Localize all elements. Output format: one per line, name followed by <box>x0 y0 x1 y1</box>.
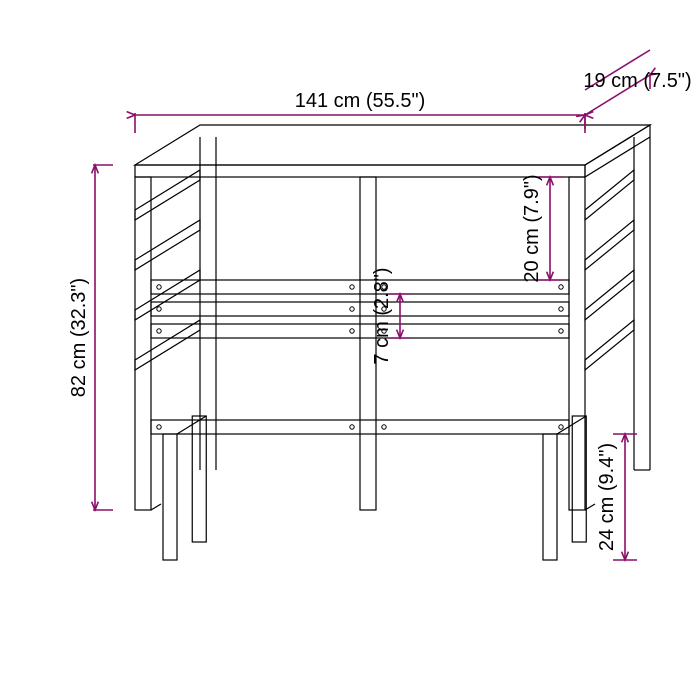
dim-height-label: 82 cm (32.3") <box>68 278 90 397</box>
diagram-svg: 141 cm (55.5") 19 cm (7.5") 82 cm (32.3") 2… <box>0 0 700 700</box>
dim-depth: 19 cm (7.5") <box>576 50 691 129</box>
dim-width-label: 141 cm (55.5") <box>295 90 426 112</box>
diagram-stage: 141 cm (55.5") 19 cm (7.5") 82 cm (32.3") 2… <box>0 0 700 700</box>
dim-depth-label: 19 cm (7.5") <box>583 70 691 92</box>
dim-leg-drop: 24 cm (9.4") <box>596 434 637 560</box>
dim-leg-drop-label: 24 cm (9.4") <box>596 443 618 551</box>
dim-slat-gap-label: 7 cm (2.8") <box>371 267 393 364</box>
dim-top-gap-label: 20 cm (7.9") <box>521 174 543 282</box>
dim-height: 82 cm (32.3") <box>68 165 113 510</box>
dim-top-gap: 20 cm (7.9") <box>521 174 562 282</box>
dimensions: 141 cm (55.5") 19 cm (7.5") 82 cm (32.3") 2… <box>68 50 692 560</box>
